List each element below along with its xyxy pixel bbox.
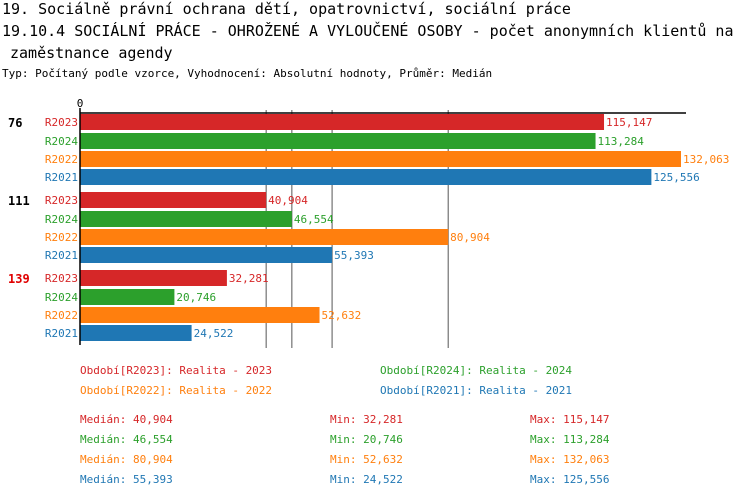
stat-min: Min: 32,281 — [330, 413, 403, 426]
bar-R2022-139 — [80, 307, 320, 323]
series-label: R2023 — [45, 272, 78, 285]
series-label: R2024 — [45, 291, 78, 304]
data-label: 115,147 — [606, 116, 652, 129]
x-tick-label: 0 — [77, 97, 84, 110]
bar-R2022-76 — [80, 151, 681, 167]
stat-min: Min: 20,746 — [330, 433, 403, 446]
category-label: 111 — [8, 194, 30, 208]
legend-item: Období[R2023]: Realita - 2023 — [80, 364, 273, 377]
bar-chart: 76 R2023 115,147 R2024 113,284 R2022 132,063 R2… — [8, 97, 729, 348]
data-label: 125,556 — [653, 171, 699, 184]
stat-median: Medián: 55,393 — [80, 473, 173, 486]
stat-median: Medián: 40,904 — [80, 413, 173, 426]
bar-R2024-76 — [80, 133, 596, 149]
stat-max: Max: 115,147 — [530, 413, 610, 426]
series-label: R2023 — [45, 116, 78, 129]
bar-R2023-111 — [80, 192, 267, 208]
series-label: R2022 — [45, 309, 78, 322]
series-label: R2022 — [45, 153, 78, 166]
data-label: 32,281 — [229, 272, 269, 285]
legend-item: Období[R2024]: Realita - 2024 — [380, 364, 573, 377]
series-label: R2023 — [45, 194, 78, 207]
subtitle: Typ: Počítaný podle vzorce, Vyhodnocení:… — [2, 67, 493, 80]
category-label: 76 — [8, 116, 22, 130]
stat-median: Medián: 46,554 — [80, 433, 173, 446]
bar-R2024-139 — [80, 289, 175, 305]
data-label: 52,632 — [322, 309, 362, 322]
data-label: 46,554 — [294, 213, 334, 226]
data-label: 55,393 — [334, 249, 374, 262]
data-label: 113,284 — [598, 135, 645, 148]
series-label: R2024 — [45, 135, 78, 148]
category-label: 139 — [8, 272, 30, 286]
stat-min: Min: 24,522 — [330, 473, 403, 486]
title-line-3: zaměstnance agendy — [10, 44, 173, 62]
bar-R2021-139 — [80, 325, 192, 341]
stat-max: Max: 125,556 — [530, 473, 610, 486]
bar-R2022-111 — [80, 229, 449, 245]
bar-R2021-76 — [80, 169, 652, 185]
series-label: R2024 — [45, 213, 78, 226]
bar-R2023-76 — [80, 114, 605, 130]
series-label: R2021 — [45, 327, 78, 340]
stat-min: Min: 52,632 — [330, 453, 403, 466]
series-label: R2022 — [45, 231, 78, 244]
bar-R2023-139 — [80, 270, 227, 286]
data-label: 80,904 — [450, 231, 490, 244]
data-label: 24,522 — [194, 327, 234, 340]
series-label: R2021 — [45, 249, 78, 262]
stat-median: Medián: 80,904 — [80, 453, 173, 466]
series-label: R2021 — [45, 171, 78, 184]
data-label: 20,746 — [176, 291, 216, 304]
title-line-2: 19.10.4 SOCIÁLNÍ PRÁCE - OHROŽENÉ A VYLO… — [2, 22, 734, 40]
stat-max: Max: 132,063 — [530, 453, 610, 466]
legend-item: Období[R2021]: Realita - 2021 — [380, 384, 573, 397]
bar-R2021-111 — [80, 247, 333, 263]
stat-max: Max: 113,284 — [530, 433, 610, 446]
title-line-1: 19. Sociálně právní ochrana dětí, opatro… — [2, 0, 571, 18]
legend-item: Období[R2022]: Realita - 2022 — [80, 384, 273, 397]
data-label: 40,904 — [268, 194, 308, 207]
data-label: 132,063 — [683, 153, 729, 166]
bar-R2024-111 — [80, 211, 292, 227]
